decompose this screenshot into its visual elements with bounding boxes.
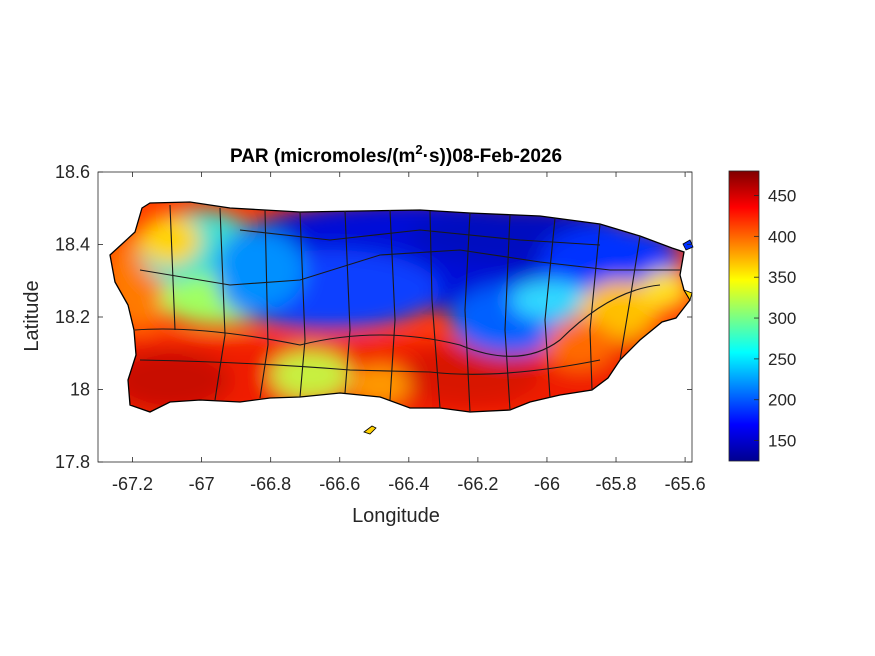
x-tick-label: -67.2	[112, 474, 153, 494]
x-tick-label: -65.6	[665, 474, 706, 494]
y-tick-label: 18	[70, 380, 90, 400]
colorbar-ticks: 150 200 250 300 350 400 450	[754, 187, 796, 451]
x-tick-label: -66.6	[319, 474, 360, 494]
small-island	[682, 239, 694, 251]
y-axis: 17.8 18 18.2 18.4 18.6	[55, 162, 692, 472]
municipality-boundaries	[134, 204, 680, 413]
colorbar-tick-label: 200	[768, 391, 796, 410]
y-tick-label: 17.8	[55, 452, 90, 472]
y-axis-label: Latitude	[21, 280, 43, 351]
x-tick-label: -66	[534, 474, 560, 494]
colorbar-tick-label: 150	[768, 432, 796, 451]
colorbar-tick-label: 350	[768, 268, 796, 287]
y-tick-label: 18.2	[55, 307, 90, 327]
y-tick-label: 18.4	[55, 235, 90, 255]
x-tick-label: -66.2	[457, 474, 498, 494]
colorbar-tick-label: 450	[768, 187, 796, 206]
x-tick-label: -66.4	[388, 474, 429, 494]
x-tick-label: -66.8	[250, 474, 291, 494]
island-coastline	[109, 201, 691, 413]
x-tick-label: -67	[189, 474, 215, 494]
x-tick-label: -65.8	[596, 474, 637, 494]
colorbar-tick-label: 250	[768, 350, 796, 369]
colorbar-tick-label: 400	[768, 227, 796, 246]
small-island	[683, 289, 693, 301]
colorbar	[728, 170, 760, 462]
y-tick-label: 18.6	[55, 162, 90, 182]
x-axis-label: Longitude	[352, 505, 440, 527]
chart-title: PAR (micromoles/(m2·s))08-Feb-2026	[230, 142, 562, 167]
x-axis: -67.2 -67 -66.8 -66.6 -66.4 -66.2 -66 -65.8 -65.…	[112, 172, 706, 494]
colorbar-tick-label: 300	[768, 309, 796, 328]
small-island	[363, 425, 377, 435]
